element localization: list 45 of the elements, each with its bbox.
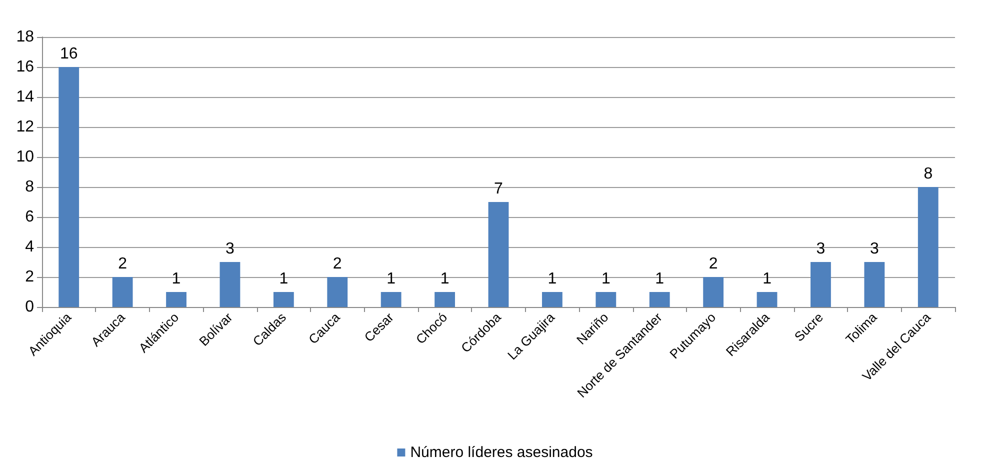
bar [596, 292, 616, 307]
bar [810, 262, 831, 307]
y-tick-label: 12 [16, 118, 34, 136]
data-label: 7 [494, 180, 504, 198]
data-label: 1 [386, 270, 396, 288]
y-tick-label: 4 [25, 238, 34, 256]
data-label: 1 [601, 270, 610, 288]
data-label: 1 [172, 270, 181, 288]
bar [166, 292, 186, 307]
bar [434, 292, 455, 307]
data-label: 3 [226, 240, 235, 258]
bar [488, 202, 509, 307]
data-label: 16 [60, 46, 78, 62]
data-label: 2 [708, 256, 718, 272]
bar [703, 277, 724, 307]
data-label: 2 [332, 256, 342, 272]
legend-label: Número líderes asesinados [410, 444, 593, 461]
bar [112, 277, 133, 307]
bar [380, 292, 402, 307]
y-tick-label: 0 [25, 298, 34, 316]
data-label: 1 [655, 270, 664, 288]
y-tick-label: 6 [25, 208, 34, 226]
y-tick-label: 18 [16, 28, 34, 46]
y-tick-label: 16 [16, 58, 34, 76]
bar [273, 292, 294, 307]
bar [542, 292, 562, 307]
data-label: 1 [440, 270, 450, 288]
bar [327, 277, 348, 307]
y-tick-label: 10 [16, 148, 34, 166]
bar [864, 262, 885, 307]
data-label: 1 [548, 270, 557, 288]
bar [220, 262, 240, 307]
bar [649, 292, 670, 307]
y-tick-label: 8 [25, 178, 34, 196]
y-tick-label: 14 [16, 88, 34, 106]
y-tick-label: 2 [25, 268, 34, 286]
bar [58, 67, 80, 307]
data-label: 8 [924, 166, 933, 182]
data-label: 1 [279, 270, 288, 288]
data-label: 2 [118, 256, 128, 272]
data-label: 3 [816, 240, 826, 258]
data-label: 3 [870, 240, 879, 258]
data-label: 1 [762, 270, 772, 288]
bar [756, 292, 778, 307]
bar [918, 187, 938, 307]
